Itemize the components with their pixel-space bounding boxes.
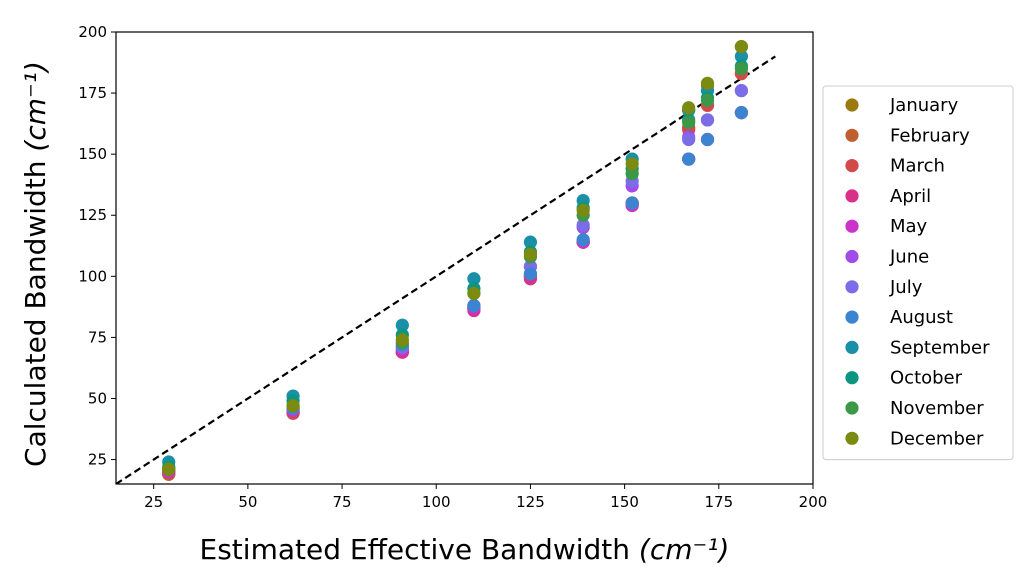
point-july-8 <box>700 113 715 127</box>
point-august-6 <box>625 196 639 210</box>
point-november-8 <box>700 93 715 108</box>
legend-label-august: August <box>890 307 953 328</box>
x-tick-label: 25 <box>144 493 163 511</box>
x-axis-label: Estimated Effective Bandwidth (cm⁻¹) <box>200 533 730 566</box>
x-tick-label: 100 <box>422 493 451 511</box>
point-december-1 <box>286 399 300 413</box>
y-axis: 25 50 75 100 125 150 175 200 <box>78 23 116 469</box>
legend-label-june: June <box>889 247 929 268</box>
point-december-5 <box>576 203 590 217</box>
y-tick-label: 175 <box>78 84 107 102</box>
x-axis-label-text: Estimated Effective Bandwidth <box>200 533 630 566</box>
plot-area <box>115 31 814 485</box>
point-august-7 <box>682 152 696 166</box>
x-tick-label: 75 <box>333 493 352 511</box>
point-july-5 <box>576 218 590 232</box>
x-tick-label: 150 <box>610 493 639 511</box>
legend-label-february: February <box>890 125 970 146</box>
point-december-0 <box>162 462 176 476</box>
legend-label-march: March <box>890 156 945 177</box>
legend-marker-july <box>845 280 859 294</box>
point-september-2 <box>395 318 409 332</box>
points-layer <box>162 40 749 481</box>
legend-label-october: October <box>890 368 963 389</box>
y-tick-label: 125 <box>78 206 107 224</box>
legend-label-april: April <box>890 186 931 207</box>
legend-label-may: May <box>890 216 928 237</box>
legend-marker-september <box>845 340 859 354</box>
point-july-9 <box>734 84 749 98</box>
legend-label-january: January <box>889 95 959 116</box>
legend-marker-may <box>845 219 859 233</box>
y-tick-label: 25 <box>88 451 107 469</box>
legend-items: January February March April May June July Augu… <box>845 95 990 449</box>
legend-label-december: December <box>890 428 984 449</box>
point-august-5 <box>576 233 590 247</box>
legend-marker-august <box>845 310 859 324</box>
y-axis-label-unit: (cm⁻¹) <box>19 61 52 152</box>
legend-marker-november <box>845 401 859 415</box>
y-tick-label: 100 <box>78 267 107 285</box>
point-december-2 <box>395 333 409 347</box>
y-axis-label: Calculated Bandwidth (cm⁻¹) <box>19 61 52 467</box>
point-august-4 <box>523 267 538 281</box>
x-axis-label-unit: (cm⁻¹) <box>639 533 730 566</box>
legend-label-september: September <box>890 337 990 358</box>
y-tick-label: 150 <box>78 145 107 163</box>
point-december-4 <box>523 247 538 261</box>
point-november-9 <box>734 62 749 76</box>
legend-label-july: July <box>889 277 923 298</box>
point-july-7 <box>682 132 696 147</box>
point-november-6 <box>625 167 639 181</box>
point-november-7 <box>682 115 696 129</box>
legend-label-november: November <box>890 398 984 419</box>
point-december-3 <box>467 286 481 301</box>
y-tick-label: 200 <box>78 23 107 41</box>
point-december-6 <box>625 157 639 171</box>
legend-marker-june <box>845 249 859 264</box>
legend-marker-march <box>845 159 859 173</box>
legend-box <box>822 85 1014 461</box>
x-axis: 25 50 75 100 125 150 175 200 <box>144 484 827 511</box>
y-tick-label: 50 <box>88 389 107 407</box>
y-tick-label: 75 <box>88 328 107 346</box>
x-tick-label: 175 <box>704 493 733 511</box>
point-september-9 <box>734 49 749 64</box>
legend-marker-october <box>845 371 859 385</box>
point-august-3 <box>467 299 481 313</box>
y-axis-label-text: Calculated Bandwidth <box>19 160 52 467</box>
point-august-9 <box>734 106 749 120</box>
x-tick-label: 125 <box>516 493 545 511</box>
legend-marker-february <box>845 128 859 142</box>
x-tick-label: 50 <box>238 493 257 511</box>
point-december-8 <box>700 76 715 90</box>
legend: January February March April May June July Augu… <box>822 85 1014 461</box>
reference-line <box>116 55 776 484</box>
point-september-3 <box>467 272 481 286</box>
legend-marker-december <box>845 431 859 445</box>
point-december-9 <box>734 40 749 54</box>
x-tick-label: 200 <box>799 493 828 511</box>
plot-frame <box>115 31 814 485</box>
point-september-4 <box>523 235 538 249</box>
point-december-7 <box>682 101 696 115</box>
legend-marker-april <box>845 189 859 203</box>
point-august-8 <box>700 132 715 147</box>
legend-marker-january <box>845 98 859 112</box>
reference-line-layer <box>116 55 776 484</box>
